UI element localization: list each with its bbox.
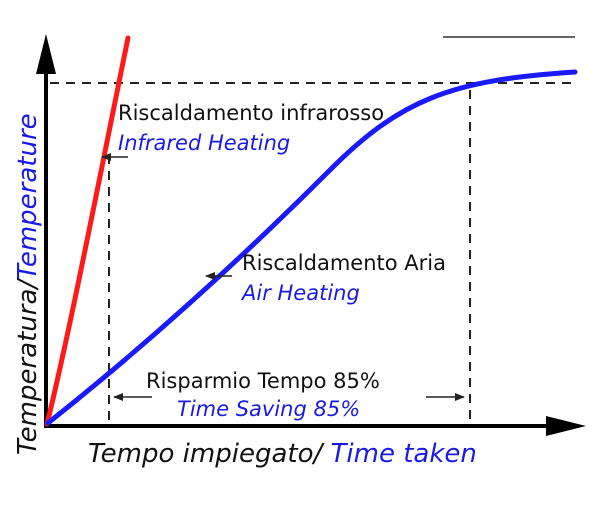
air-label-en: Air Heating — [240, 281, 360, 305]
x-axis-label: Tempo impiegato/ Time taken — [88, 439, 477, 469]
y-axis-label-en: Temperature — [13, 113, 43, 279]
saving-label-en: Time Saving 85% — [177, 397, 360, 421]
y-axis-label: Temperatura/Temperature — [13, 113, 43, 455]
saving-label-it: Risparmio Tempo 85% — [146, 369, 380, 393]
air-label-it: Riscaldamento Aria — [242, 251, 446, 275]
infrared-label-en: Infrared Heating — [118, 131, 290, 155]
x-axis-arrowhead — [546, 416, 586, 436]
infrared-label-it: Riscaldamento infrarosso — [118, 101, 384, 125]
x-axis-label-it: Tempo impiegato/ — [88, 439, 331, 469]
x-axis-label-en: Time taken — [331, 439, 477, 469]
air-heating-curve — [45, 69, 578, 426]
infrared-heating-curve — [44, 35, 131, 427]
y-axis-label-it: Temperatura/ — [13, 277, 43, 455]
y-axis-arrowhead — [36, 34, 56, 74]
